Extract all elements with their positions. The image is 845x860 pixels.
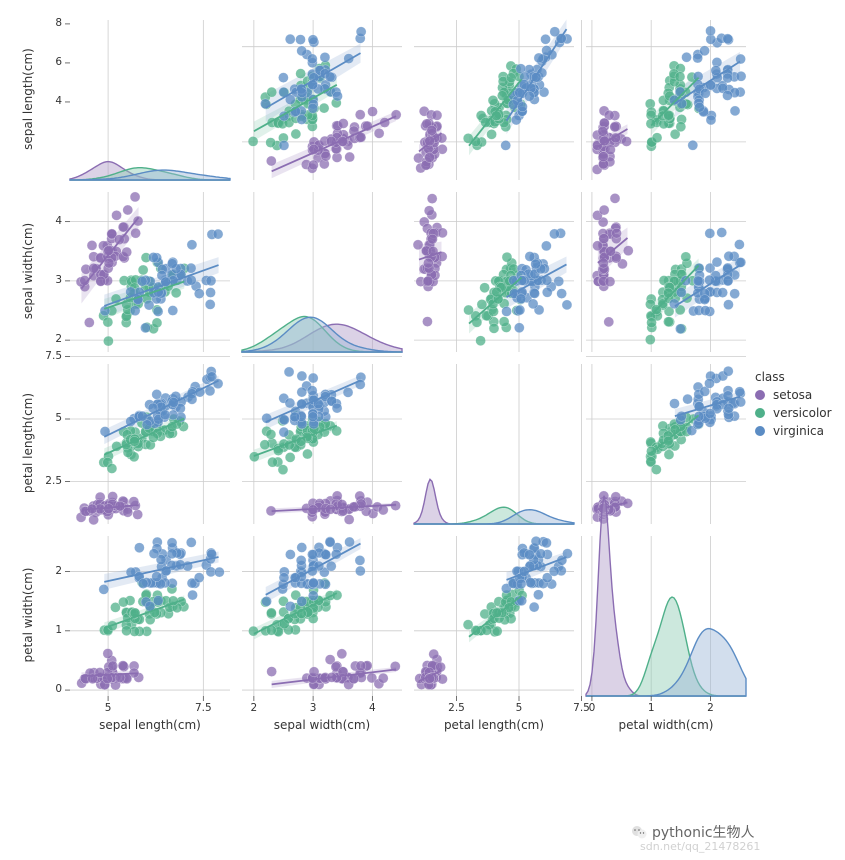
ytick: 6 xyxy=(55,56,62,68)
cell-3-2: 2.557.5 xyxy=(414,536,574,696)
xtick: 5 xyxy=(93,702,123,714)
cell-1-2 xyxy=(414,192,574,352)
legend-label: versicolor xyxy=(773,406,832,420)
xtick: 4 xyxy=(357,702,387,714)
xtick: 0 xyxy=(577,702,607,714)
ylabel-3: petal width(cm) xyxy=(21,535,35,695)
wechat-icon xyxy=(630,823,648,841)
xtick: 7.5 xyxy=(188,702,218,714)
legend-item-versicolor: versicolor xyxy=(755,406,832,420)
cell-1-1 xyxy=(242,192,402,352)
xlabel-0: sepal length(cm) xyxy=(70,718,230,732)
cell-0-1 xyxy=(242,20,402,180)
watermark-url: sdn.net/qq_21478261 xyxy=(640,840,760,853)
ytick: 2 xyxy=(55,565,62,577)
ytick: 2.5 xyxy=(45,475,62,487)
legend-label: setosa xyxy=(773,388,812,402)
legend-title: class xyxy=(755,370,832,384)
cell-2-0: 2.557.5 xyxy=(70,364,230,524)
legend-swatch xyxy=(755,390,765,400)
cell-3-3: 012 xyxy=(586,536,746,696)
xtick: 2 xyxy=(239,702,269,714)
ytick: 7.5 xyxy=(45,350,62,362)
xlabel-3: petal width(cm) xyxy=(586,718,746,732)
cell-0-0: 468 xyxy=(70,20,230,180)
ytick: 2 xyxy=(55,333,62,345)
xtick: 2.5 xyxy=(442,702,472,714)
cell-3-1: 234 xyxy=(242,536,402,696)
ytick: 5 xyxy=(55,412,62,424)
ylabel-1: sepal width(cm) xyxy=(21,191,35,351)
ytick: 4 xyxy=(55,95,62,107)
legend: class setosa versicolor virginica xyxy=(755,370,832,442)
ytick: 4 xyxy=(55,215,62,227)
cell-0-3 xyxy=(586,20,746,180)
xtick: 1 xyxy=(636,702,666,714)
cell-3-0: 57.5012 xyxy=(70,536,230,696)
ylabel-2: petal length(cm) xyxy=(21,363,35,523)
cell-2-2 xyxy=(414,364,574,524)
cell-2-3 xyxy=(586,364,746,524)
cell-2-1 xyxy=(242,364,402,524)
legend-swatch xyxy=(755,408,765,418)
xlabel-2: petal length(cm) xyxy=(414,718,574,732)
legend-label: virginica xyxy=(773,424,824,438)
ytick: 0 xyxy=(55,683,62,695)
ytick: 3 xyxy=(55,274,62,286)
ytick: 1 xyxy=(55,624,62,636)
cell-1-0: 234 xyxy=(70,192,230,352)
legend-item-virginica: virginica xyxy=(755,424,832,438)
xlabel-1: sepal width(cm) xyxy=(242,718,402,732)
cell-1-3 xyxy=(586,192,746,352)
legend-swatch xyxy=(755,426,765,436)
watermark-text: pythonic生物人 xyxy=(652,822,755,842)
xtick: 2 xyxy=(695,702,725,714)
legend-item-setosa: setosa xyxy=(755,388,832,402)
cell-0-2 xyxy=(414,20,574,180)
xtick: 3 xyxy=(298,702,328,714)
watermark: pythonic生物人 xyxy=(630,822,755,842)
xtick: 5 xyxy=(504,702,534,714)
ylabel-0: sepal length(cm) xyxy=(21,19,35,179)
ytick: 8 xyxy=(55,17,62,29)
